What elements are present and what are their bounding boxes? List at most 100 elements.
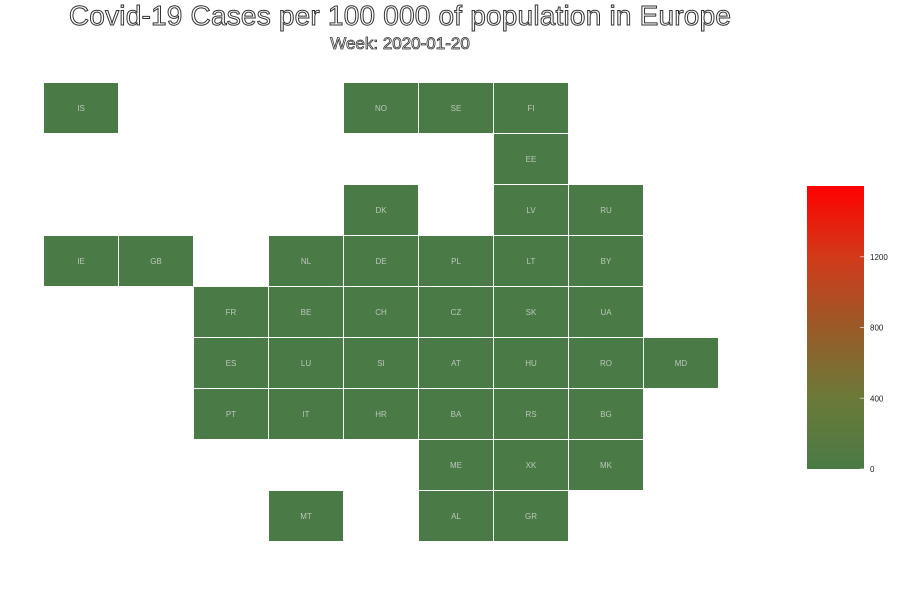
tile-rect[interactable]: [194, 287, 268, 337]
tile-hr[interactable]: HR: [344, 389, 418, 439]
tile-hu[interactable]: HU: [494, 338, 568, 388]
tile-sk[interactable]: SK: [494, 287, 568, 337]
tile-rect[interactable]: [419, 287, 493, 337]
tile-rect[interactable]: [269, 389, 343, 439]
tile-gr[interactable]: GR: [494, 491, 568, 541]
chart-title: Covid-19 Cases per 100 000 of population…: [68, 0, 732, 32]
tile-mk[interactable]: MK: [569, 440, 643, 490]
tile-rect[interactable]: [119, 236, 193, 286]
tile-rect[interactable]: [194, 338, 268, 388]
tile-rect[interactable]: [419, 440, 493, 490]
tile-rect[interactable]: [569, 389, 643, 439]
tile-by[interactable]: BY: [569, 236, 643, 286]
tile-se[interactable]: SE: [419, 83, 493, 133]
tile-lt[interactable]: LT: [494, 236, 568, 286]
tile-rect[interactable]: [494, 338, 568, 388]
tile-label: MK: [600, 461, 613, 470]
tile-label: HU: [525, 359, 537, 368]
tile-be[interactable]: BE: [269, 287, 343, 337]
tile-rect[interactable]: [269, 491, 343, 541]
tile-de[interactable]: DE: [344, 236, 418, 286]
tile-label: SE: [451, 104, 462, 113]
tile-rect[interactable]: [569, 185, 643, 235]
tile-rect[interactable]: [494, 83, 568, 133]
tile-me[interactable]: ME: [419, 440, 493, 490]
tile-mt[interactable]: MT: [269, 491, 343, 541]
tile-label: BA: [451, 410, 462, 419]
tile-rect[interactable]: [44, 236, 118, 286]
tile-rect[interactable]: [344, 83, 418, 133]
tile-rect[interactable]: [344, 287, 418, 337]
tile-rect[interactable]: [269, 338, 343, 388]
tile-rect[interactable]: [494, 491, 568, 541]
tile-label: AT: [451, 359, 461, 368]
tile-rect[interactable]: [269, 287, 343, 337]
tile-it[interactable]: IT: [269, 389, 343, 439]
tile-xk[interactable]: XK: [494, 440, 568, 490]
colorbar-tick-label: 1200: [870, 253, 888, 262]
tile-ua[interactable]: UA: [569, 287, 643, 337]
tile-rect[interactable]: [419, 236, 493, 286]
tile-ru[interactable]: RU: [569, 185, 643, 235]
tile-label: AL: [451, 512, 461, 521]
tile-rect[interactable]: [569, 440, 643, 490]
tile-bg[interactable]: BG: [569, 389, 643, 439]
tile-is[interactable]: IS: [44, 83, 118, 133]
tile-label: SK: [526, 308, 537, 317]
tile-label: FR: [226, 308, 237, 317]
tile-es[interactable]: ES: [194, 338, 268, 388]
tile-rect[interactable]: [344, 236, 418, 286]
tile-label: UA: [600, 308, 612, 317]
tile-ee[interactable]: EE: [494, 134, 568, 184]
tile-at[interactable]: AT: [419, 338, 493, 388]
tile-al[interactable]: AL: [419, 491, 493, 541]
tile-rect[interactable]: [44, 83, 118, 133]
tile-label: NO: [375, 104, 387, 113]
tile-fr[interactable]: FR: [194, 287, 268, 337]
tile-label: IT: [302, 410, 309, 419]
tile-ie[interactable]: IE: [44, 236, 118, 286]
tile-dk[interactable]: DK: [344, 185, 418, 235]
tile-no[interactable]: NO: [344, 83, 418, 133]
tile-rect[interactable]: [494, 134, 568, 184]
tile-gb[interactable]: GB: [119, 236, 193, 286]
tile-rect[interactable]: [569, 236, 643, 286]
tile-label: ES: [226, 359, 237, 368]
tile-rect[interactable]: [569, 287, 643, 337]
tile-nl[interactable]: NL: [269, 236, 343, 286]
tile-rect[interactable]: [419, 338, 493, 388]
tile-pt[interactable]: PT: [194, 389, 268, 439]
tile-rect[interactable]: [494, 389, 568, 439]
colorbar-tick-label: 800: [870, 324, 884, 333]
tile-lu[interactable]: LU: [269, 338, 343, 388]
tile-rs[interactable]: RS: [494, 389, 568, 439]
tile-rect[interactable]: [269, 236, 343, 286]
tile-rect[interactable]: [194, 389, 268, 439]
tile-cz[interactable]: CZ: [419, 287, 493, 337]
tile-label: IE: [77, 257, 85, 266]
tile-rect[interactable]: [344, 185, 418, 235]
tile-rect[interactable]: [494, 287, 568, 337]
tile-rect[interactable]: [419, 389, 493, 439]
tile-rect[interactable]: [344, 389, 418, 439]
tile-rect[interactable]: [569, 338, 643, 388]
tile-rect[interactable]: [419, 83, 493, 133]
tile-ch[interactable]: CH: [344, 287, 418, 337]
tile-rect[interactable]: [644, 338, 718, 388]
tile-md[interactable]: MD: [644, 338, 718, 388]
tile-ba[interactable]: BA: [419, 389, 493, 439]
tile-label: FI: [527, 104, 534, 113]
tile-rect[interactable]: [494, 236, 568, 286]
tile-label: LT: [527, 257, 536, 266]
tile-ro[interactable]: RO: [569, 338, 643, 388]
tile-label: BE: [301, 308, 312, 317]
tile-rect[interactable]: [494, 185, 568, 235]
tile-rect[interactable]: [494, 440, 568, 490]
tile-fi[interactable]: FI: [494, 83, 568, 133]
tile-lv[interactable]: LV: [494, 185, 568, 235]
tile-pl[interactable]: PL: [419, 236, 493, 286]
tile-rect[interactable]: [344, 338, 418, 388]
tile-rect[interactable]: [419, 491, 493, 541]
tile-si[interactable]: SI: [344, 338, 418, 388]
